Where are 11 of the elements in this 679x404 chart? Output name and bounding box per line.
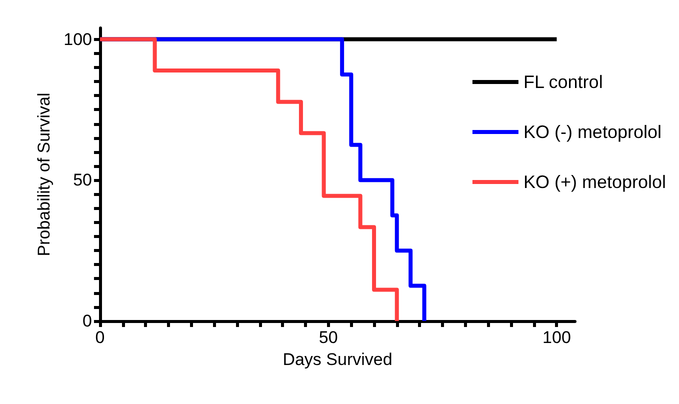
- x-axis-title: Days Survived: [282, 350, 392, 369]
- y-axis-title: Probability of Survival: [34, 92, 54, 256]
- y-tick-label: 0: [82, 312, 92, 330]
- x-tick-label: 50: [318, 328, 338, 347]
- legend-label: KO (+) metoprolol: [523, 172, 666, 192]
- x-tick-label: 100: [542, 328, 571, 347]
- legend-label: FL control: [523, 72, 603, 92]
- x-tick-label: 0: [95, 328, 105, 347]
- y-tick-label: 100: [64, 30, 92, 49]
- legend-label: KO (-) metoprolol: [523, 122, 662, 142]
- y-tick-label: 50: [73, 170, 92, 190]
